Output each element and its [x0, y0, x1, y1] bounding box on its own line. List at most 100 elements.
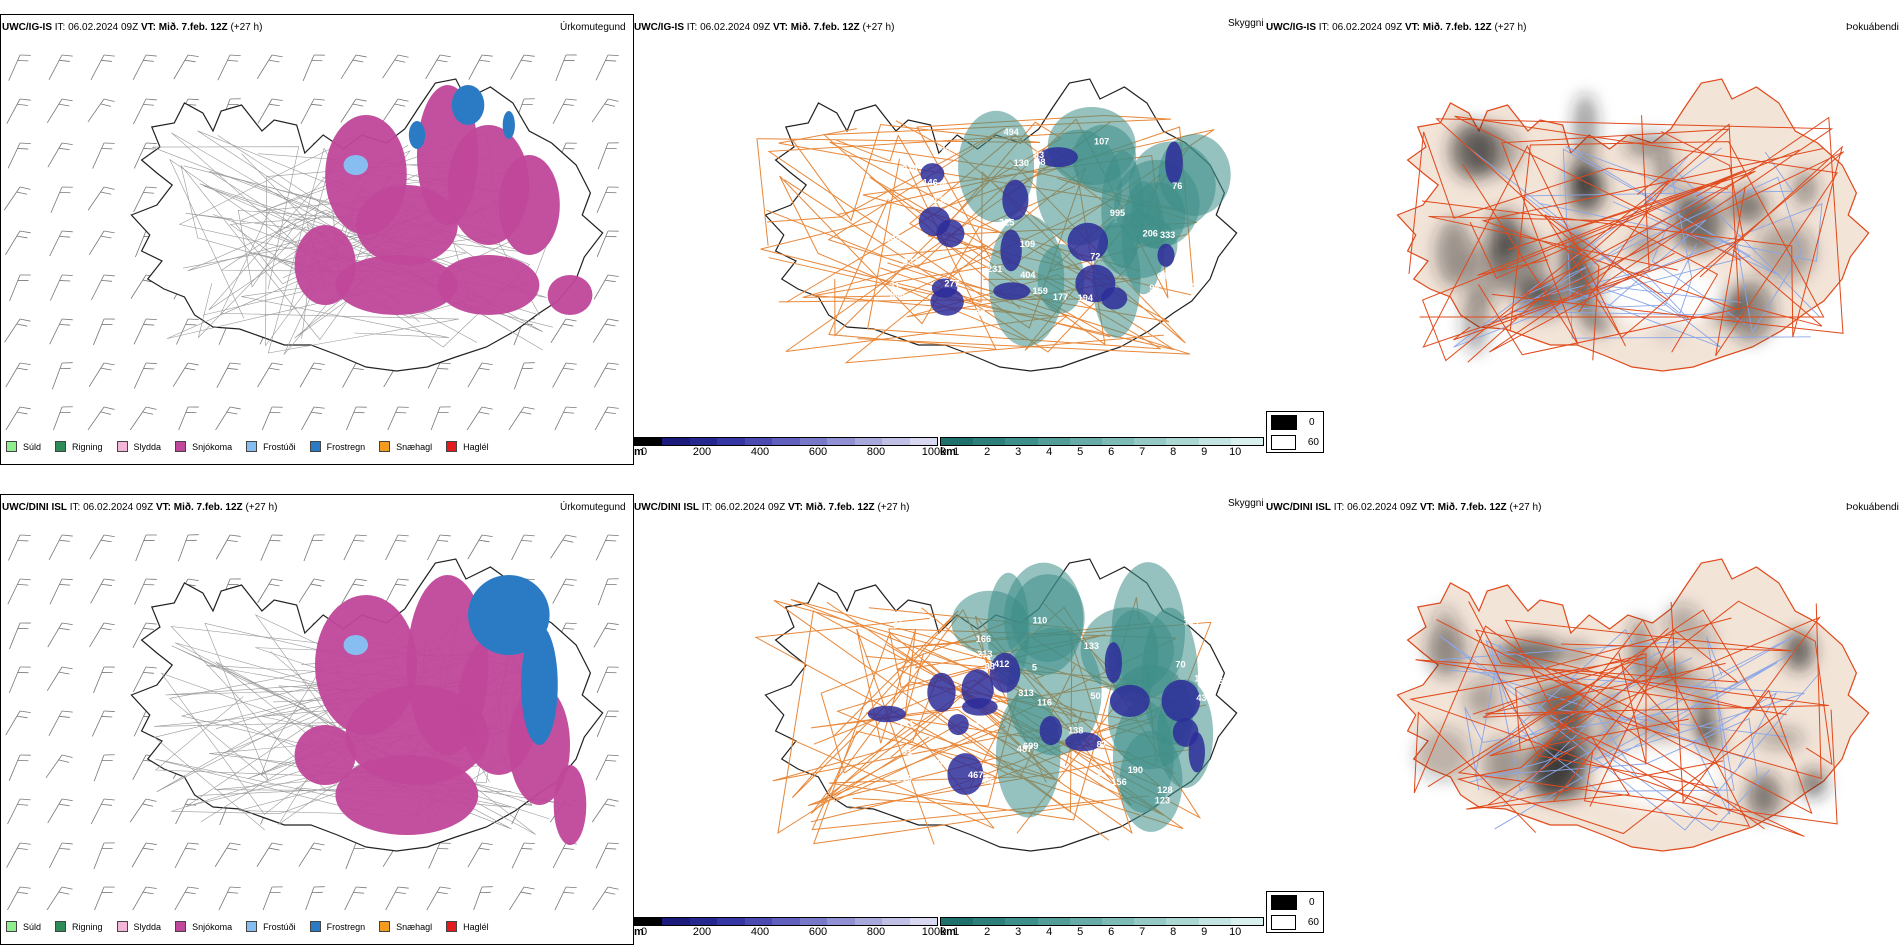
colorbar-bin [973, 438, 1006, 445]
wind-barb [133, 142, 157, 169]
wind-barb [134, 578, 157, 605]
wind-barb [173, 54, 199, 80]
colorbar-tick-label: 800 [866, 446, 886, 458]
visibility-value: 30 [975, 308, 985, 318]
colorbar-bin [1037, 918, 1070, 925]
wind-barb [595, 54, 619, 81]
legend-item: Snæhagl [379, 921, 432, 932]
snow-area [437, 255, 540, 315]
legend-swatch [446, 441, 458, 452]
fog-low-area [1415, 727, 1471, 782]
legend-item: Slydda [116, 441, 161, 452]
visibility-value: 333 [1160, 230, 1175, 240]
wind-barb [386, 406, 409, 430]
colorbar-bin [882, 918, 910, 925]
wind-barb [384, 886, 409, 910]
wind-barb [468, 54, 493, 80]
colorbar-ticks: 0 200 400 600 800 1000 [634, 446, 946, 459]
wind-barb [46, 886, 73, 910]
wind-barb [9, 622, 31, 650]
wind-barb [87, 406, 115, 430]
wind-barb [592, 318, 619, 343]
visibility-value: 206 [1143, 229, 1158, 239]
snow-area [547, 275, 593, 315]
colorbar-bin [1134, 918, 1167, 925]
visibility-m-area [920, 163, 945, 185]
colorbar-ticks: 0 200 400 600 800 1000 [634, 926, 946, 939]
model-label: UWC/DINI ISL [2, 502, 67, 513]
visibility-value: 177 [1053, 292, 1068, 302]
lead-time: (+27 h) [1494, 22, 1527, 33]
colorbar-bin [1166, 918, 1199, 925]
fog-legend-item: 0 [1267, 412, 1323, 432]
visibility-value: 129 [1189, 306, 1204, 316]
model-label: UWC/IG-IS [2, 22, 52, 33]
wind-barb [129, 406, 157, 430]
fog-legend-swatch [1271, 914, 1296, 930]
colorbar-bin [1198, 438, 1231, 445]
wind-barb [5, 362, 31, 388]
wind-barb [555, 54, 577, 82]
wind-barb [174, 842, 199, 869]
colorbar-unit: m [634, 446, 644, 458]
visibility-value: 156 [1111, 777, 1126, 787]
model-label: UWC/DINI ISL [1266, 502, 1331, 513]
it-value: 06.02.2024 09Z [83, 502, 154, 513]
wind-barb [3, 186, 31, 211]
legend-label: Frostúði [263, 921, 296, 932]
wind-barb [257, 578, 283, 604]
colorbar-tick-label: 0 [640, 926, 648, 938]
colorbar-tick-label: 7 [1139, 446, 1146, 458]
legend-label: Haglél [463, 441, 489, 452]
wind-barb [8, 534, 31, 561]
it-value: 06.02.2024 09Z [715, 502, 786, 513]
colorbar-bin [1198, 918, 1231, 925]
vt-label: VT: [155, 502, 171, 513]
colorbar-tick-label: 3 [1015, 926, 1022, 938]
wind-barb [49, 842, 73, 869]
visibility-km-area [1128, 141, 1216, 230]
wind-barb [511, 534, 535, 561]
fog-high-area [1601, 743, 1724, 807]
wind-barb [427, 362, 451, 389]
wind-barb [133, 186, 157, 213]
visibility-value: 231 [987, 264, 1002, 274]
colorbar-tick-label: 10 [1229, 926, 1242, 938]
wind-barb [425, 886, 451, 910]
visibility-value: 5 [1032, 663, 1037, 673]
panel-title-precip: Úrkomutegund [560, 502, 626, 513]
wind-barb [47, 622, 73, 648]
visibility-value: 501 [1090, 691, 1105, 701]
visibility-value: 313 [1018, 688, 1033, 698]
colorbar-tick-label: 600 [808, 926, 828, 938]
colorbar-unit: km [940, 446, 956, 458]
vt-label: VT: [140, 22, 156, 33]
visibility-value: 107 [1094, 137, 1109, 147]
legend-item: Snjókoma [175, 441, 232, 452]
visibility-m-scale-bottom: 0 200 400 600 800 1000 m [634, 917, 946, 939]
wind-barb [89, 534, 115, 560]
visibility-value: 76 [1172, 181, 1182, 191]
visibility-value: 213 [977, 649, 992, 659]
visibility-value: 166 [976, 634, 991, 644]
colorbar-ticks: 1 2 3 4 5 6 7 8 9 10 [940, 926, 1264, 939]
wind-barb [8, 666, 31, 694]
wind-barb [596, 230, 619, 257]
wind-barb [93, 666, 115, 694]
wind-barb [298, 578, 325, 603]
wind-barb [87, 186, 115, 211]
visibility-value: 412 [994, 659, 1009, 669]
colorbar-tick-label: 600 [808, 446, 828, 458]
drizzle-frost-area [343, 635, 369, 655]
visibility-m-area [1065, 732, 1102, 752]
wind-barb [466, 406, 493, 430]
wind-barb [135, 534, 157, 562]
visibility-m-area [1161, 679, 1201, 722]
visibility-value: 146 [922, 177, 937, 187]
visibility-value: 110 [1032, 615, 1047, 625]
visibility-value: 190 [1128, 765, 1143, 775]
visibility-value: 995 [1110, 208, 1125, 218]
it-label: IT: [69, 502, 81, 513]
panel-frame [0, 14, 634, 465]
